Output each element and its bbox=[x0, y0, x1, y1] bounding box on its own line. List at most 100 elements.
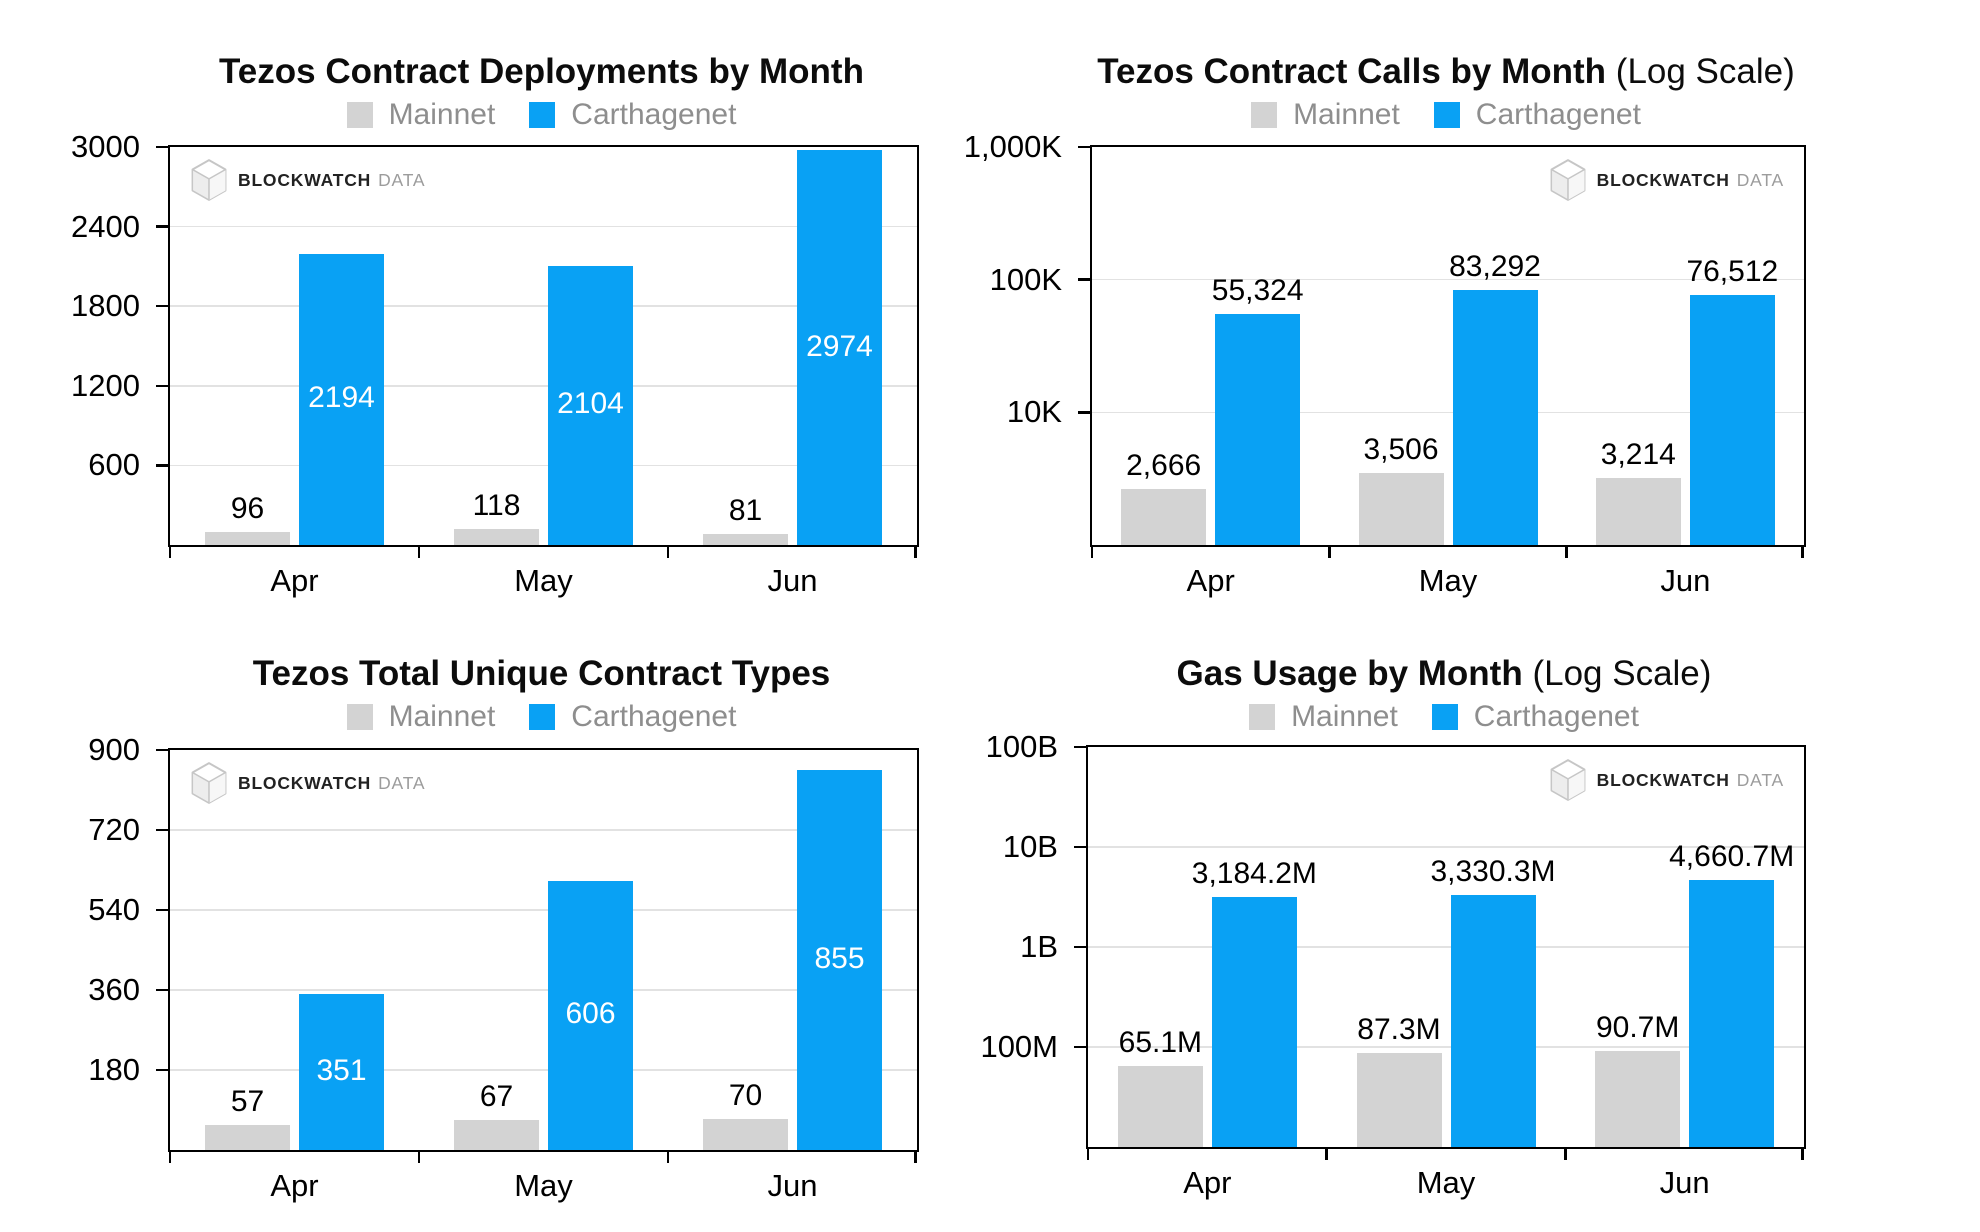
y-axis-tick bbox=[1078, 145, 1092, 149]
legend-item-carthagenet: Carthagenet bbox=[1433, 98, 1641, 132]
bar-carthagenet bbox=[797, 150, 882, 545]
y-axis-tick bbox=[1074, 1045, 1088, 1049]
bar-mainnet bbox=[205, 532, 290, 545]
x-axis-tick bbox=[417, 1150, 421, 1163]
y-axis-tick bbox=[1074, 745, 1088, 749]
plot-area: 1,000K 100K 10K Apr 2,666 55,324 May 3,506 83,29… bbox=[964, 129, 1806, 598]
blockwatch-logo: BLOCKWATCH DATA bbox=[190, 159, 425, 201]
y-axis-tick-label: 2400 bbox=[71, 208, 140, 244]
bar-mainnet bbox=[1121, 488, 1207, 545]
category-label: Jun bbox=[767, 563, 818, 598]
value-label: 2974 bbox=[806, 329, 873, 363]
value-label: 3,330.3M bbox=[1430, 854, 1556, 888]
category-label: Apr bbox=[270, 1168, 319, 1203]
legend-label-carthagenet: Carthagenet bbox=[571, 700, 737, 733]
y-axis-tick-label: 540 bbox=[88, 892, 140, 927]
value-label: 4,660.7M bbox=[1669, 840, 1795, 874]
value-label: 81 bbox=[728, 494, 763, 528]
legend-swatch-carthagenet bbox=[529, 102, 556, 128]
blockwatch-logo: BLOCKWATCH DATA bbox=[1549, 159, 1784, 201]
legend-label-carthagenet: Carthagenet bbox=[1475, 98, 1641, 131]
logo-text-light: DATA bbox=[1736, 169, 1784, 190]
x-axis-tick bbox=[168, 545, 172, 558]
bar-carthagenet bbox=[1689, 295, 1775, 545]
y-axis-tick-label: 1B bbox=[1020, 929, 1058, 964]
legend-label-mainnet: Mainnet bbox=[388, 98, 496, 131]
legend-swatch-mainnet bbox=[1249, 704, 1276, 730]
y-axis-tick-label: 3000 bbox=[71, 129, 140, 164]
x-axis-tick bbox=[1325, 1147, 1328, 1160]
legend-item-carthagenet: Carthagenet bbox=[529, 98, 736, 132]
y-axis-tick-label: 1200 bbox=[71, 367, 140, 403]
legend: Mainnet Carthagenet bbox=[168, 700, 915, 734]
bar-mainnet bbox=[1117, 1065, 1203, 1147]
bar-carthagenet bbox=[1215, 313, 1301, 545]
legend-swatch-carthagenet bbox=[1431, 704, 1458, 730]
chart-title-suffix: (Log Scale) bbox=[1606, 52, 1795, 91]
x-axis-tick bbox=[1090, 545, 1094, 558]
bar-carthagenet bbox=[797, 770, 882, 1150]
category-label: May bbox=[514, 563, 573, 598]
category-label: Jun bbox=[1659, 1165, 1710, 1200]
legend-label-carthagenet: Carthagenet bbox=[1473, 700, 1639, 733]
chart-contract-calls: Tezos Contract Calls by Month (Log Scale… bbox=[958, 36, 1848, 621]
bar-carthagenet bbox=[548, 265, 633, 545]
chart-title: Tezos Contract Deployments by Month bbox=[168, 52, 915, 92]
plot-area: 900 720 540 360 180 Apr 57 351 May 67 606 Jun 70 855 B… bbox=[88, 732, 919, 1203]
bar-carthagenet bbox=[1689, 880, 1775, 1147]
y-axis-tick bbox=[156, 828, 170, 832]
plot-area: 3000 2400 1800 1200 600 Apr 96 2194 May 118 2104 Ju… bbox=[71, 129, 919, 598]
value-label: 90.7M bbox=[1595, 1011, 1680, 1045]
value-label: 96 bbox=[230, 492, 265, 526]
blockwatch-logo: BLOCKWATCH DATA bbox=[1549, 759, 1784, 801]
x-axis-tick bbox=[1328, 545, 1331, 558]
category-label: Apr bbox=[270, 563, 319, 598]
y-axis-tick-label: 1,000K bbox=[963, 129, 1062, 164]
legend-label-mainnet: Mainnet bbox=[388, 700, 496, 733]
bar-mainnet bbox=[1356, 1052, 1442, 1147]
gridline bbox=[1088, 846, 1804, 848]
y-axis-tick bbox=[156, 748, 170, 752]
bar-carthagenet bbox=[1450, 894, 1536, 1147]
gridline bbox=[1088, 946, 1804, 948]
bar-carthagenet bbox=[299, 253, 384, 545]
value-label: 2194 bbox=[308, 381, 375, 415]
y-axis-tick-label: 720 bbox=[88, 812, 140, 847]
y-axis-tick bbox=[156, 464, 170, 467]
value-label: 70 bbox=[728, 1078, 763, 1112]
chart-title-suffix: (Log Scale) bbox=[1522, 654, 1712, 693]
value-label: 2,666 bbox=[1126, 448, 1202, 482]
y-axis-tick bbox=[1078, 278, 1092, 281]
x-axis-tick bbox=[1564, 1147, 1567, 1160]
plot-area: 100B 10B 1B 100M Apr 65.1M 3,184.2M May 87.3M 3,3… bbox=[980, 729, 1806, 1200]
bar-carthagenet bbox=[299, 994, 384, 1150]
bar-mainnet bbox=[703, 534, 788, 545]
legend-swatch-carthagenet bbox=[1433, 102, 1460, 128]
value-label: 3,184.2M bbox=[1191, 856, 1317, 890]
y-axis-tick-label: 600 bbox=[88, 447, 140, 483]
legend-item-mainnet: Mainnet bbox=[346, 98, 496, 132]
logo-text-light: DATA bbox=[378, 772, 426, 793]
y-axis-tick bbox=[156, 225, 170, 228]
chart-title: Gas Usage by Month (Log Scale) bbox=[1086, 654, 1802, 694]
value-label: 65.1M bbox=[1118, 1025, 1203, 1059]
chart-title-text: Gas Usage by Month bbox=[1176, 654, 1523, 693]
legend-swatch-mainnet bbox=[1251, 102, 1278, 128]
bar-mainnet bbox=[454, 529, 539, 545]
legend-swatch-mainnet bbox=[346, 102, 373, 128]
category-label: Apr bbox=[1186, 563, 1235, 598]
chart-gas-usage: Gas Usage by Month (Log Scale) Mainnet C… bbox=[958, 640, 1848, 1225]
value-label: 855 bbox=[814, 942, 865, 975]
y-axis-tick-label: 180 bbox=[88, 1052, 140, 1087]
chart-unique-contract-types: Tezos Total Unique Contract Types Mainne… bbox=[38, 640, 928, 1225]
value-label: 55,324 bbox=[1211, 273, 1304, 307]
y-axis-tick-label: 10B bbox=[1002, 829, 1058, 864]
gridline bbox=[170, 385, 917, 387]
bar-carthagenet bbox=[1211, 896, 1297, 1147]
legend: Mainnet Carthagenet bbox=[1090, 98, 1802, 132]
bar-carthagenet bbox=[1452, 290, 1538, 545]
value-label: 87.3M bbox=[1357, 1012, 1441, 1046]
logo-text-bold: BLOCKWATCH bbox=[238, 169, 372, 190]
gridline bbox=[170, 909, 917, 911]
logo-text-bold: BLOCKWATCH bbox=[1596, 169, 1730, 190]
